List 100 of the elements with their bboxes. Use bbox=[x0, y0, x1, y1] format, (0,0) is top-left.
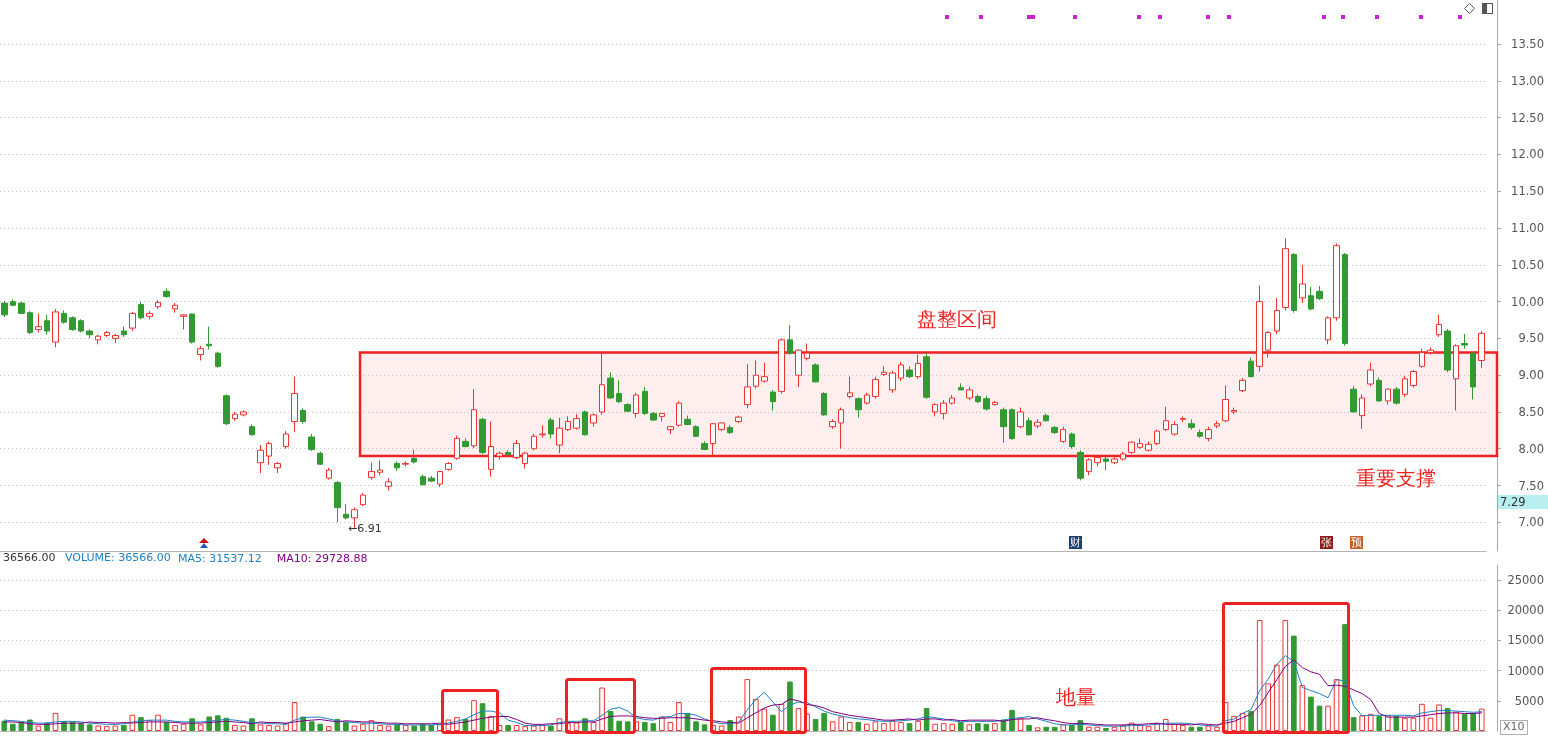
bar bbox=[915, 720, 921, 731]
candlestick bbox=[1461, 333, 1468, 350]
candlestick bbox=[761, 362, 768, 384]
candlestick bbox=[812, 362, 819, 384]
candlestick bbox=[445, 461, 452, 472]
y-tick-label: 12.00 bbox=[1511, 147, 1544, 162]
y-tick-label: 12.50 bbox=[1511, 110, 1544, 125]
candlestick bbox=[1291, 252, 1297, 314]
candlestick bbox=[317, 451, 323, 466]
bar bbox=[232, 724, 238, 731]
bar bbox=[240, 725, 247, 731]
candlestick bbox=[1128, 440, 1135, 455]
bar bbox=[411, 725, 418, 731]
candlestick bbox=[958, 382, 964, 391]
bar bbox=[274, 725, 281, 731]
bar bbox=[1470, 713, 1477, 731]
bar bbox=[35, 725, 42, 731]
bar bbox=[1461, 714, 1468, 731]
candlestick bbox=[565, 415, 571, 432]
candlestick bbox=[180, 313, 187, 331]
candlestick bbox=[531, 433, 537, 451]
candlestick bbox=[1402, 375, 1408, 398]
text: 7.29 bbox=[1498, 495, 1548, 509]
y-tick-label: 8.50 bbox=[1518, 404, 1544, 419]
candlestick bbox=[676, 400, 682, 428]
y-tick-label: 7.00 bbox=[1518, 515, 1544, 530]
bar bbox=[812, 718, 819, 731]
candlestick bbox=[701, 440, 708, 451]
candlestick bbox=[291, 376, 298, 433]
bar bbox=[1299, 685, 1306, 731]
candlestick bbox=[1265, 330, 1271, 359]
candlestick bbox=[1367, 362, 1374, 387]
bar bbox=[787, 681, 793, 731]
bar bbox=[1103, 727, 1109, 731]
candlestick bbox=[360, 492, 366, 507]
candlestick bbox=[189, 312, 195, 345]
bar bbox=[667, 721, 674, 731]
candlestick bbox=[1214, 420, 1220, 429]
candlestick bbox=[838, 407, 844, 450]
bar bbox=[573, 722, 580, 731]
bar bbox=[1333, 679, 1340, 731]
bar bbox=[1205, 725, 1212, 731]
bar bbox=[343, 721, 349, 731]
bar bbox=[821, 712, 827, 731]
bar bbox=[881, 723, 887, 731]
bar bbox=[1188, 726, 1195, 731]
candlestick bbox=[872, 376, 879, 400]
candlestick bbox=[693, 424, 699, 438]
bar bbox=[1094, 726, 1101, 731]
candlestick bbox=[573, 413, 580, 431]
candlestick bbox=[1145, 440, 1152, 453]
candlestick bbox=[1009, 407, 1015, 441]
bar bbox=[966, 724, 973, 731]
y-tick-label: 11.50 bbox=[1511, 184, 1544, 199]
candlestick bbox=[411, 448, 417, 464]
bar bbox=[1376, 715, 1383, 731]
annotation: 地量 bbox=[1056, 685, 1096, 709]
annotation: VOLUME: 36566.00 bbox=[65, 551, 171, 565]
candlestick bbox=[163, 287, 170, 299]
bar bbox=[1410, 717, 1417, 731]
bar bbox=[112, 725, 119, 731]
bar bbox=[1367, 714, 1374, 731]
y-tick-label: 5000 bbox=[1514, 693, 1544, 708]
bar bbox=[351, 725, 358, 731]
candlestick bbox=[522, 451, 528, 470]
candlestick bbox=[172, 302, 178, 314]
bar bbox=[624, 721, 631, 731]
bar bbox=[693, 721, 699, 731]
bar bbox=[838, 716, 845, 731]
candlestick bbox=[718, 421, 725, 432]
candlestick bbox=[1051, 425, 1058, 435]
bar bbox=[1308, 696, 1314, 731]
candlestick bbox=[787, 324, 793, 356]
bar bbox=[78, 723, 84, 731]
bar bbox=[1273, 664, 1280, 731]
candlestick bbox=[667, 425, 674, 435]
candlestick bbox=[206, 326, 212, 350]
y-tick-label: 11.00 bbox=[1511, 221, 1544, 236]
candlestick bbox=[129, 311, 136, 332]
bar bbox=[855, 721, 862, 731]
bar bbox=[513, 724, 520, 731]
candlestick bbox=[454, 435, 460, 461]
bar bbox=[385, 725, 392, 731]
bar bbox=[522, 726, 529, 731]
bar bbox=[744, 679, 751, 731]
candlestick bbox=[496, 451, 503, 461]
candlestick bbox=[1180, 415, 1186, 423]
bar bbox=[889, 720, 896, 731]
candlestick bbox=[437, 470, 443, 488]
candlestick bbox=[18, 301, 25, 314]
candlestick bbox=[257, 444, 264, 474]
candlestick bbox=[1137, 437, 1143, 450]
candlestick bbox=[735, 415, 742, 424]
bar bbox=[172, 724, 178, 731]
candlestick bbox=[710, 422, 716, 457]
candlestick bbox=[684, 415, 691, 426]
candlestick bbox=[300, 407, 306, 425]
candlestick bbox=[1248, 357, 1254, 378]
candlestick bbox=[146, 310, 153, 320]
candlestick bbox=[642, 386, 648, 416]
